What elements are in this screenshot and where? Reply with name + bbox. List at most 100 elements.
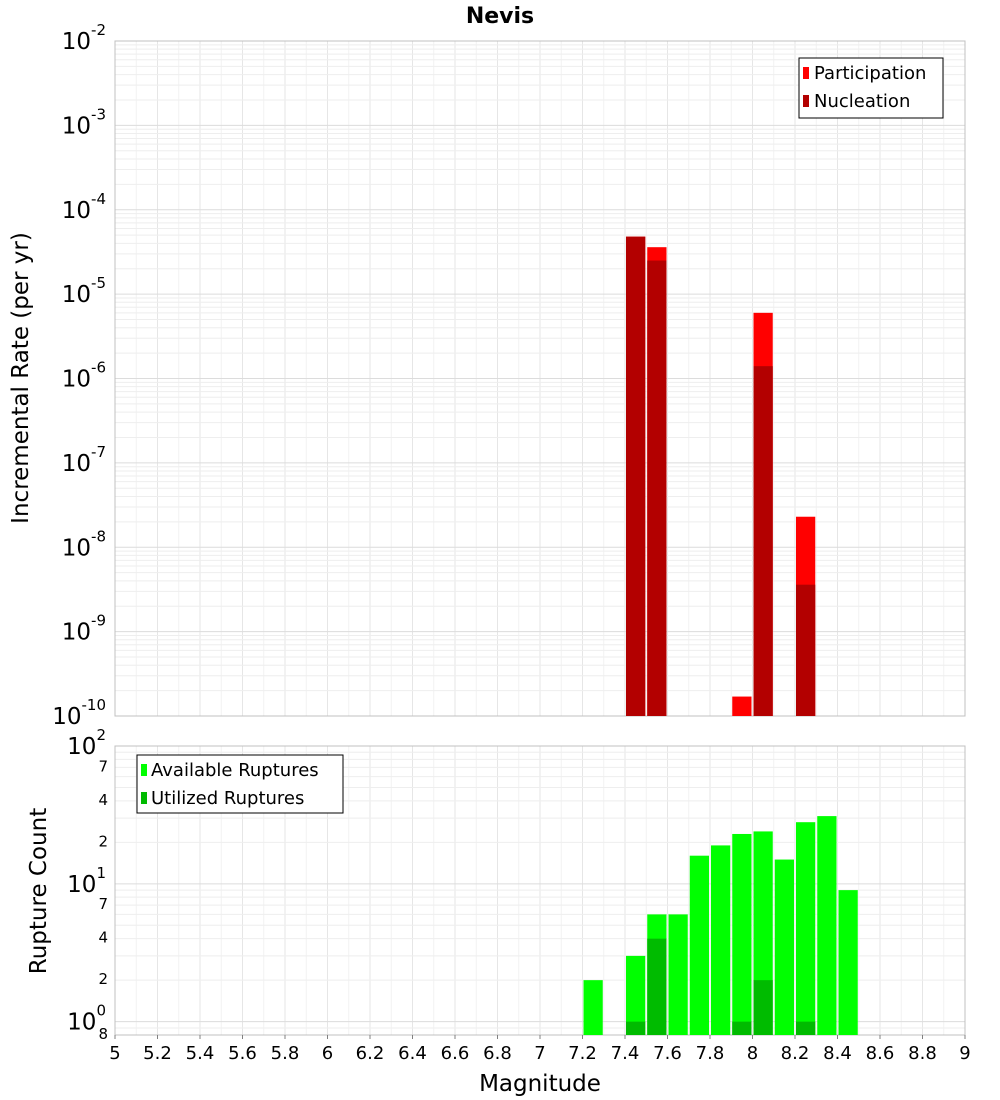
rate-y-tick-label-base: 10 [62,198,91,224]
count-y-minor-label: 8 [98,1025,108,1043]
count-y-tick-label-base: 10 [67,1010,96,1036]
x-tick-label: 7.2 [568,1043,597,1064]
rate-y-tick-label-base: 10 [62,29,91,55]
count-y-tick-label-base: 10 [67,872,96,898]
rate-y-tick-label: 10-4 [62,190,106,224]
count-bar-utilized-ruptures [626,1021,646,1035]
x-tick-label: 5.2 [143,1043,172,1064]
rate-legend: Participation Nucleation [798,57,944,119]
y-axis-label-count: Rupture Count [26,808,52,974]
rate-y-tick-label-exponent: -8 [91,527,106,545]
rate-bar-nucleation [647,260,667,716]
legend-label-utilized-ruptures: Utilized Ruptures [151,788,304,809]
x-tick-label: 8.4 [823,1043,852,1064]
count-bar-utilized-ruptures [647,938,667,1035]
count-bar-utilized-ruptures [753,980,773,1035]
count-y-tick-label: 100 [67,1002,106,1036]
x-tick-label: 8.2 [781,1043,810,1064]
x-tick-label: 7.8 [696,1043,725,1064]
x-tick-label: 5.4 [186,1043,215,1064]
rate-y-tick-label-exponent: -6 [91,359,106,377]
rate-y-tick-label-base: 10 [62,113,91,139]
count-y-minor-label: 7 [98,895,108,913]
count-bar-utilized-ruptures [732,1021,752,1035]
legend-label-available-ruptures: Available Ruptures [151,760,319,781]
rate-plot: 10-1010-910-810-710-610-510-410-310-2Par… [52,21,966,730]
count-bar-available-ruptures [711,845,731,1035]
x-tick-label: 5.6 [228,1043,257,1064]
count-bar-available-ruptures [774,859,794,1035]
count-legend: Available Ruptures Utilized Ruptures [136,754,344,814]
rate-y-tick-label-exponent: -10 [82,696,107,714]
rate-y-tick-label-exponent: -4 [91,190,106,208]
x-tick-label: 7 [534,1043,545,1064]
rate-y-tick-label: 10-9 [62,612,106,646]
rate-y-tick-label: 10-2 [62,21,106,55]
rate-y-tick-label-exponent: -3 [91,105,106,123]
rate-y-tick-label-base: 10 [62,535,91,561]
x-tick-label: 9 [959,1043,970,1064]
x-tick-label: 7.4 [611,1043,640,1064]
count-bar-available-ruptures [626,955,646,1035]
count-y-minor-label: 7 [98,757,108,775]
x-tick-label: 8.8 [908,1043,937,1064]
count-y-minor-label: 4 [98,791,108,809]
rate-y-tick-label-base: 10 [62,367,91,393]
count-legend-box [136,754,344,814]
count-y-tick-label: 101 [67,864,106,898]
count-y-tick-label-exponent: 1 [96,864,106,882]
rate-bar-nucleation [753,366,773,716]
x-tick-label: 5.8 [271,1043,300,1064]
rate-y-tick-label-base: 10 [62,282,91,308]
rate-y-tick-label: 10-10 [52,696,106,730]
count-y-tick-label: 102 [67,726,106,760]
rate-y-tick-label-exponent: -5 [91,274,106,292]
x-tick-label: 6.8 [483,1043,512,1064]
count-bar-available-ruptures [583,980,603,1035]
legend-swatch-nucleation [803,95,809,107]
chart-title: Nevis [466,4,534,29]
x-tick-label: 8.6 [866,1043,895,1064]
rate-y-tick-label: 10-5 [62,274,106,308]
x-tick-label: 6.4 [398,1043,427,1064]
count-y-minor-label: 4 [98,929,108,947]
rate-bar-nucleation [626,236,646,716]
rate-frame [114,40,966,717]
legend-swatch-utilized-ruptures [141,792,147,804]
count-bar-available-ruptures [796,822,816,1035]
x-tick-label: 6 [322,1043,333,1064]
x-tick-label: 6.2 [356,1043,385,1064]
rate-bar-nucleation [796,584,816,716]
rate-y-tick-label: 10-3 [62,105,106,139]
legend-label-nucleation: Nucleation [814,91,910,112]
count-bar-utilized-ruptures [796,1021,816,1035]
rate-y-tick-label-exponent: -7 [91,443,106,461]
rate-bar-participation [732,696,752,716]
count-y-minor-label: 2 [98,970,108,988]
x-axis: 5 5.2 5.4 5.6 5.8 6 6.2 6.4 6.6 6.8 7 7.2 7.4 7.6 7.8 8… [109,1035,971,1064]
count-y-minor-label: 2 [98,832,108,850]
x-axis-label: Magnitude [479,1071,601,1097]
legend-swatch-participation [803,67,809,79]
rate-legend-box [798,57,944,119]
x-tick-label: 7.6 [653,1043,682,1064]
x-tick-label: 5 [109,1043,120,1064]
rate-y-tick-label-base: 10 [62,620,91,646]
legend-swatch-available-ruptures [141,764,147,776]
rate-y-tick-label: 10-7 [62,443,106,477]
x-tick-label: 8 [747,1043,758,1064]
legend-label-participation: Participation [814,63,926,84]
count-bar-available-ruptures [689,855,709,1035]
y-axis-label-rate: Incremental Rate (per yr) [8,232,34,524]
rate-y-tick-label-base: 10 [52,704,81,730]
count-y-tick-label-exponent: 0 [96,1002,106,1020]
count-bar-available-ruptures [817,816,837,1035]
rate-y-tick-label-exponent: -2 [91,21,106,39]
count-y-tick-label-exponent: 2 [96,726,106,744]
count-y-tick-label-base: 10 [67,734,96,760]
rate-y-tick-label-exponent: -9 [91,612,106,630]
count-bar-available-ruptures [732,833,752,1035]
count-bar-available-ruptures [668,914,688,1035]
